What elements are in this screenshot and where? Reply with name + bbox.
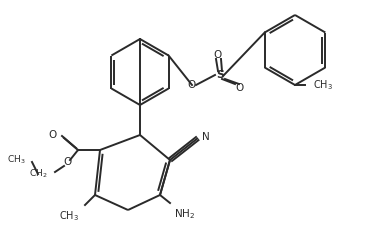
Text: N: N — [202, 132, 210, 142]
Text: O: O — [235, 83, 243, 93]
Text: CH$_3$: CH$_3$ — [7, 154, 26, 166]
Text: CH$_3$: CH$_3$ — [59, 209, 79, 223]
Text: O: O — [213, 50, 221, 60]
Text: O: O — [49, 130, 57, 140]
Text: O: O — [64, 157, 72, 167]
Text: CH$_3$: CH$_3$ — [313, 78, 333, 92]
Text: NH$_2$: NH$_2$ — [174, 207, 195, 221]
Text: CH$_2$: CH$_2$ — [30, 168, 48, 180]
Text: O: O — [188, 80, 196, 90]
Text: S: S — [216, 70, 224, 80]
